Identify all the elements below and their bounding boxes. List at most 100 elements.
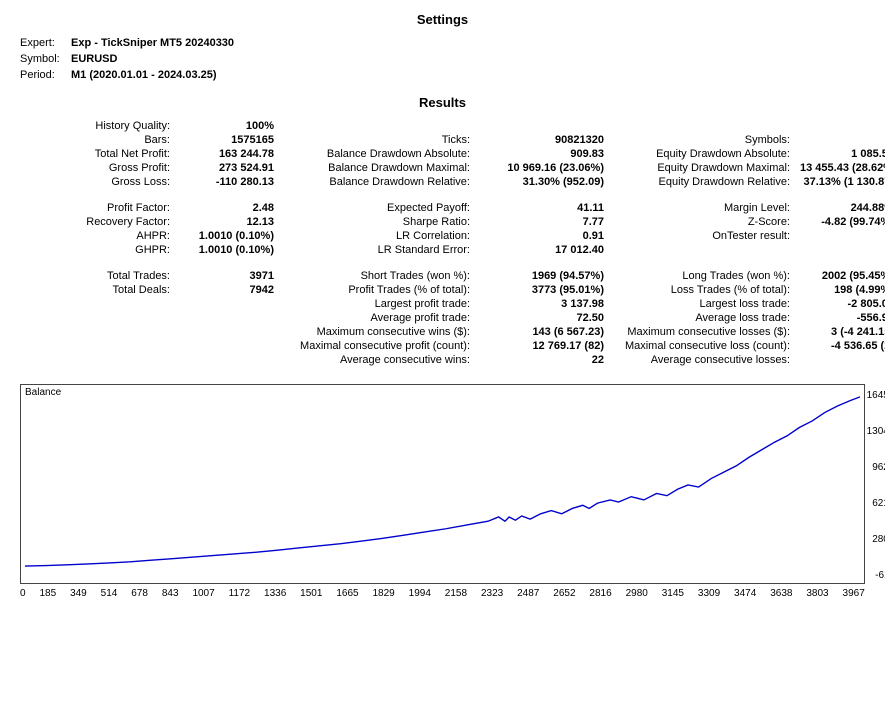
result-label: GHPR: [20,244,180,256]
result-label: Recovery Factor: [20,216,180,228]
x-tick-label: 3309 [698,588,720,599]
x-tick-label: 678 [131,588,148,599]
result-label: Short Trades (won %): [280,270,480,282]
result-label: OnTester result: [610,230,800,242]
results-spacer [20,258,180,268]
result-label: Gross Profit: [20,162,180,174]
result-value: 198 (4.99%) [800,284,885,296]
chart-x-axis: 0185349514678843100711721336150116651829… [20,588,865,599]
result-label [610,120,800,132]
result-value [800,244,885,256]
symbol-value: EURUSD [71,53,117,65]
result-value: 12.13 [180,216,280,228]
result-label: Average consecutive losses: [610,354,800,366]
result-label: Profit Trades (% of total): [280,284,480,296]
x-tick-label: 1665 [336,588,358,599]
x-tick-label: 2158 [445,588,467,599]
x-tick-label: 2487 [517,588,539,599]
y-tick-label: 164529 [867,391,885,401]
results-spacer [20,190,180,200]
result-label: Symbols: [610,134,800,146]
result-value: -2 805.00 [800,298,885,310]
result-label: History Quality: [20,120,180,132]
result-label: LR Correlation: [280,230,480,242]
result-label [20,340,180,352]
result-label: Maximal consecutive loss (count): [610,340,800,352]
result-value: 0.91 [480,230,610,242]
result-value: -4.82 (99.74%) [800,216,885,228]
results-spacer [610,258,800,268]
result-label: Ticks: [280,134,480,146]
results-spacer [280,258,480,268]
result-value: 273 524.91 [180,162,280,174]
result-value: 1.0010 (0.10%) [180,230,280,242]
x-tick-label: 1829 [372,588,394,599]
period-label: Period: [20,69,65,81]
result-label: Total Trades: [20,270,180,282]
result-label: Equity Drawdown Absolute: [610,148,800,160]
x-tick-label: 3474 [734,588,756,599]
result-label [20,312,180,324]
result-label: Loss Trades (% of total): [610,284,800,296]
x-tick-label: 3967 [843,588,865,599]
expert-label: Expert: [20,37,65,49]
result-label [610,244,800,256]
results-spacer [280,190,480,200]
result-value: 2.48 [180,202,280,214]
results-spacer [800,190,885,200]
x-tick-label: 349 [70,588,87,599]
result-value: 90821320 [480,134,610,146]
result-label: Largest profit trade: [280,298,480,310]
x-tick-label: 3803 [806,588,828,599]
x-tick-label: 843 [162,588,179,599]
balance-chart: Balance 164529130400962706214128012-6118 [20,384,865,584]
x-tick-label: 2980 [626,588,648,599]
x-tick-label: 514 [101,588,118,599]
result-value: 31.30% (952.09) [480,176,610,188]
result-value: -556.97 [800,312,885,324]
result-label: Average consecutive wins: [280,354,480,366]
result-value: 143 (6 567.23) [480,326,610,338]
result-value: 3 (-4 241.15) [800,326,885,338]
results-spacer [610,190,800,200]
result-value [180,312,280,324]
result-label [20,298,180,310]
result-value: 100% [180,120,280,132]
result-label: Long Trades (won %): [610,270,800,282]
x-tick-label: 3145 [662,588,684,599]
results-spacer [180,190,280,200]
settings-heading: Settings [20,12,865,27]
result-label: Maximum consecutive wins ($): [280,326,480,338]
settings-period-row: Period: M1 (2020.01.01 - 2024.03.25) [20,69,865,81]
balance-line [25,397,860,566]
x-tick-label: 3638 [770,588,792,599]
result-label: Equity Drawdown Relative: [610,176,800,188]
result-value: 7.77 [480,216,610,228]
result-label: Gross Loss: [20,176,180,188]
result-value: 1 [800,354,885,366]
x-tick-label: 2323 [481,588,503,599]
result-value: 1969 (94.57%) [480,270,610,282]
results-spacer [480,190,610,200]
expert-value: Exp - TickSniper MT5 20240330 [71,37,234,49]
result-value: 3 137.98 [480,298,610,310]
result-value: 3971 [180,270,280,282]
x-tick-label: 1336 [264,588,286,599]
result-value: 10 969.16 (23.06%) [480,162,610,174]
result-label: Equity Drawdown Maximal: [610,162,800,174]
symbol-label: Symbol: [20,53,65,65]
y-tick-label: 28012 [867,535,885,545]
result-value: 17 012.40 [480,244,610,256]
result-label: Largest loss trade: [610,298,800,310]
results-spacer [480,258,610,268]
settings-expert-row: Expert: Exp - TickSniper MT5 20240330 [20,37,865,49]
result-value: 12 769.17 (82) [480,340,610,352]
result-value: 7942 [180,284,280,296]
chart-y-axis: 164529130400962706214128012-6118 [867,385,885,583]
result-value [180,354,280,366]
settings-symbol-row: Symbol: EURUSD [20,53,865,65]
result-label: Average profit trade: [280,312,480,324]
results-spacer [180,258,280,268]
result-value: 1575165 [180,134,280,146]
result-label: Bars: [20,134,180,146]
